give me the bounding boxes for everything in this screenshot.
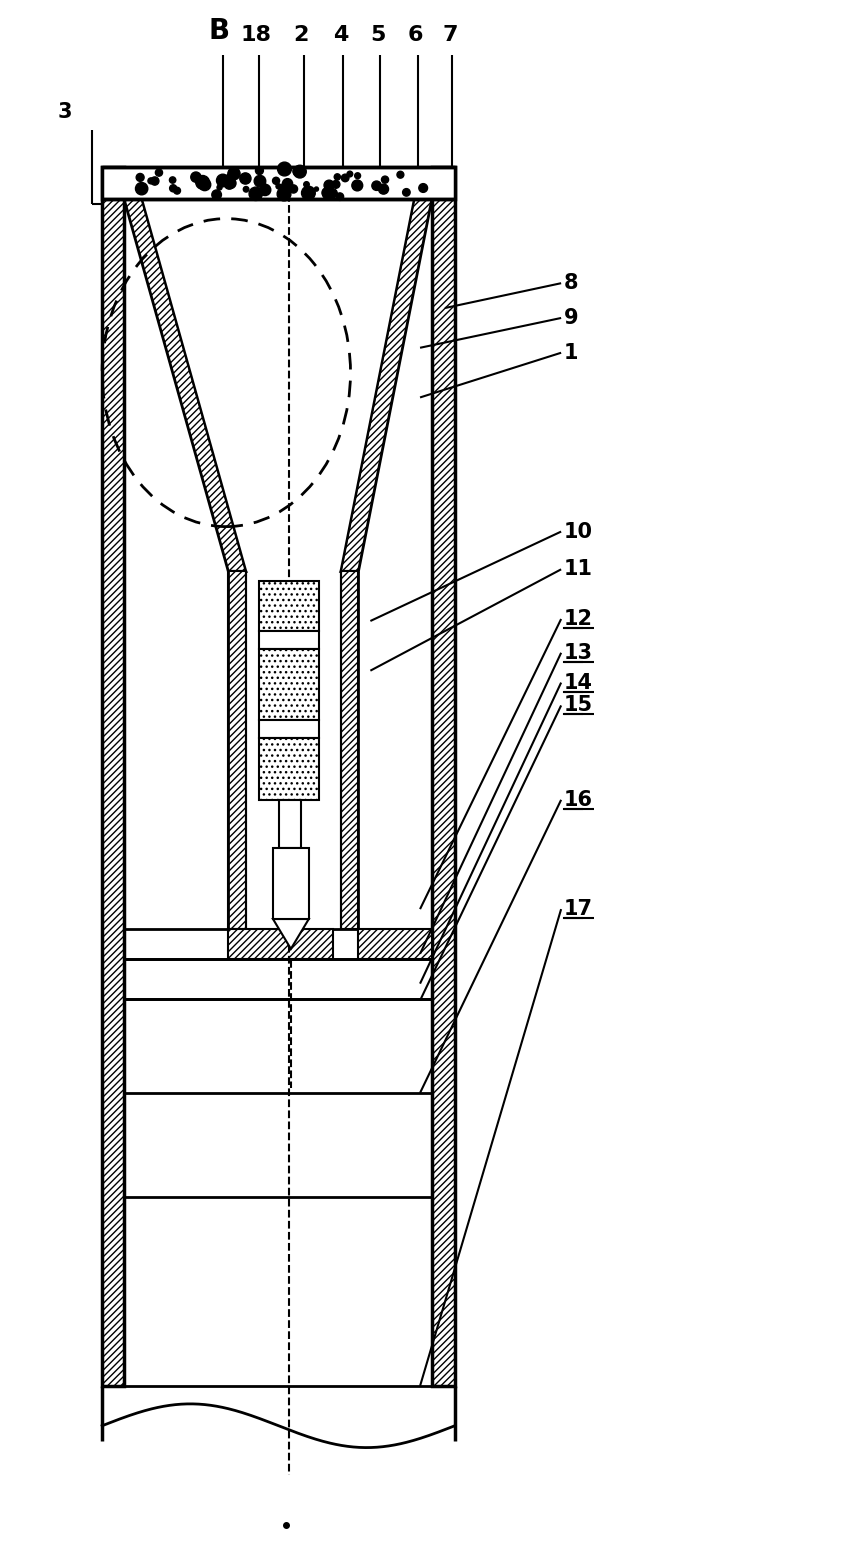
Text: B: B (209, 17, 230, 45)
Circle shape (336, 193, 343, 201)
Bar (259, 720, 318, 739)
Text: 1: 1 (564, 343, 579, 363)
Circle shape (196, 176, 210, 189)
Circle shape (397, 172, 404, 178)
Circle shape (228, 167, 240, 179)
Text: 14: 14 (564, 673, 593, 693)
Text: 9: 9 (564, 308, 579, 328)
Circle shape (293, 167, 303, 176)
Circle shape (354, 173, 360, 179)
Circle shape (260, 182, 265, 187)
Polygon shape (273, 918, 309, 949)
Circle shape (304, 182, 309, 187)
Polygon shape (124, 199, 247, 572)
Circle shape (382, 176, 389, 184)
Text: 18: 18 (241, 25, 271, 45)
Circle shape (323, 189, 333, 199)
Text: 17: 17 (564, 900, 593, 920)
Circle shape (352, 179, 363, 190)
Text: 7: 7 (442, 25, 458, 45)
Circle shape (224, 179, 234, 189)
Bar (229, 929, 333, 959)
Bar (279, 799, 300, 847)
Bar (341, 572, 359, 929)
Circle shape (378, 184, 389, 195)
Text: 16: 16 (564, 790, 593, 810)
Bar (259, 649, 318, 720)
Circle shape (156, 169, 163, 176)
Text: 6: 6 (407, 25, 423, 45)
Circle shape (191, 172, 201, 182)
Circle shape (217, 186, 222, 190)
Circle shape (282, 184, 287, 189)
Circle shape (277, 162, 291, 176)
Circle shape (282, 179, 293, 189)
Circle shape (322, 187, 331, 198)
Circle shape (419, 184, 427, 192)
Circle shape (255, 167, 264, 175)
Circle shape (294, 165, 306, 178)
Circle shape (328, 189, 337, 198)
Text: 11: 11 (564, 560, 593, 580)
Circle shape (199, 179, 211, 190)
Circle shape (314, 187, 318, 192)
Polygon shape (142, 199, 414, 572)
Circle shape (169, 184, 177, 192)
Bar (359, 929, 432, 959)
Circle shape (276, 184, 281, 189)
Circle shape (259, 184, 270, 196)
Text: 2: 2 (293, 25, 308, 45)
Text: 8: 8 (564, 274, 579, 294)
Text: 15: 15 (564, 696, 593, 716)
Polygon shape (102, 167, 124, 1387)
Circle shape (289, 186, 298, 193)
Circle shape (334, 173, 341, 179)
Circle shape (372, 181, 381, 190)
Circle shape (211, 190, 222, 199)
Bar (273, 847, 309, 918)
Circle shape (217, 175, 229, 187)
Bar (102, 167, 455, 199)
Circle shape (301, 186, 315, 199)
Text: 5: 5 (371, 25, 386, 45)
Bar (229, 572, 247, 929)
Polygon shape (341, 199, 432, 572)
Text: 13: 13 (564, 643, 593, 663)
Circle shape (225, 178, 236, 189)
Bar (259, 631, 318, 649)
Text: 10: 10 (564, 521, 593, 541)
Circle shape (240, 173, 251, 184)
Circle shape (277, 187, 291, 201)
Circle shape (272, 178, 280, 184)
Circle shape (148, 178, 154, 184)
Text: 12: 12 (564, 609, 593, 629)
Circle shape (332, 181, 340, 189)
Circle shape (329, 190, 333, 195)
Circle shape (347, 172, 353, 176)
Circle shape (254, 175, 265, 187)
Text: 4: 4 (333, 25, 348, 45)
Bar (259, 581, 318, 631)
Circle shape (402, 189, 410, 196)
Text: 3: 3 (57, 102, 72, 122)
Circle shape (324, 181, 334, 190)
Circle shape (249, 187, 263, 201)
Circle shape (243, 187, 249, 192)
Circle shape (174, 187, 181, 195)
Circle shape (169, 176, 175, 184)
Circle shape (342, 175, 349, 182)
Circle shape (135, 182, 148, 195)
Bar (259, 739, 318, 799)
Circle shape (136, 173, 144, 181)
Circle shape (227, 173, 235, 181)
Polygon shape (432, 167, 455, 1387)
Circle shape (151, 176, 159, 186)
